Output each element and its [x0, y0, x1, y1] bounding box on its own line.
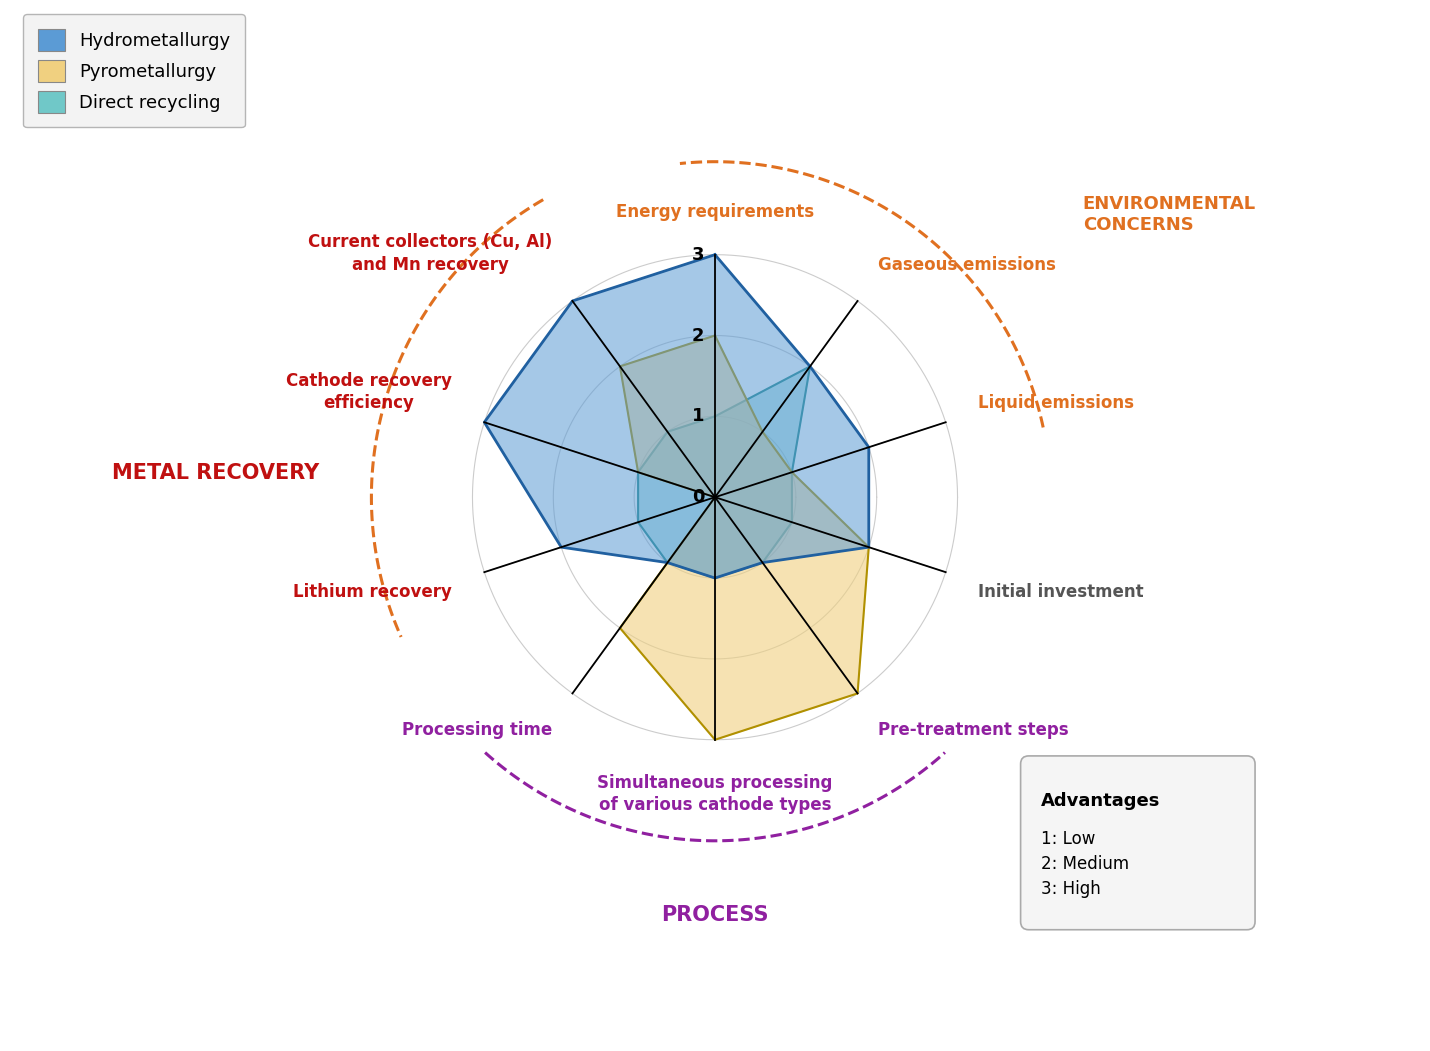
- Legend: Hydrometallurgy, Pyrometallurgy, Direct recycling: Hydrometallurgy, Pyrometallurgy, Direct …: [23, 15, 245, 127]
- Text: 2: 2: [692, 327, 705, 345]
- Text: Simultaneous processing
of various cathode types: Simultaneous processing of various catho…: [598, 774, 832, 813]
- Text: Pre-treatment steps: Pre-treatment steps: [878, 721, 1068, 739]
- Text: 1: Low
2: Medium
3: High: 1: Low 2: Medium 3: High: [1041, 830, 1128, 899]
- Text: METAL RECOVERY: METAL RECOVERY: [112, 462, 319, 483]
- Text: Liquid emissions: Liquid emissions: [978, 394, 1134, 412]
- Text: Energy requirements: Energy requirements: [616, 203, 814, 221]
- Polygon shape: [621, 335, 869, 740]
- Text: Lithium recovery: Lithium recovery: [293, 582, 452, 600]
- Text: 0: 0: [692, 489, 705, 507]
- Text: 3: 3: [692, 246, 705, 264]
- Text: Gaseous emissions: Gaseous emissions: [878, 255, 1055, 273]
- FancyBboxPatch shape: [1021, 756, 1256, 930]
- Polygon shape: [485, 254, 869, 578]
- Text: Current collectors (Cu, Al)
and Mn recovery: Current collectors (Cu, Al) and Mn recov…: [309, 233, 552, 273]
- Text: Processing time: Processing time: [402, 721, 552, 739]
- Polygon shape: [638, 367, 809, 578]
- Text: 1: 1: [692, 408, 705, 426]
- Text: Advantages: Advantages: [1041, 792, 1160, 810]
- Text: PROCESS: PROCESS: [661, 906, 769, 926]
- Text: ENVIRONMENTAL
CONCERNS: ENVIRONMENTAL CONCERNS: [1083, 194, 1256, 233]
- Text: Initial investment: Initial investment: [978, 582, 1144, 600]
- Text: Cathode recovery
efficiency: Cathode recovery efficiency: [286, 372, 452, 412]
